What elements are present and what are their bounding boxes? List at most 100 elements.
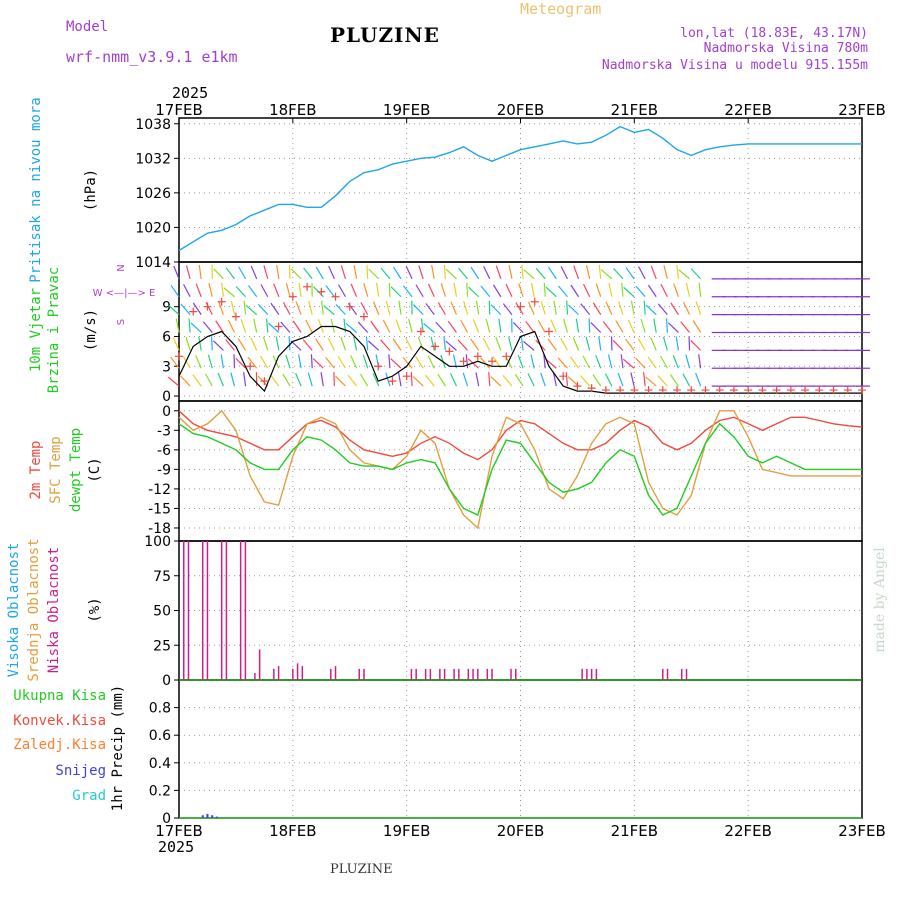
wind-barb — [363, 283, 369, 297]
wind-barb — [173, 265, 180, 280]
wind-barb — [315, 338, 324, 351]
temp-line-1 — [178, 409, 862, 530]
wind-barb — [647, 284, 657, 298]
wind-barb — [530, 282, 535, 297]
wind-barb — [523, 269, 535, 280]
wind-barb — [303, 267, 313, 280]
wind-barb — [424, 374, 435, 387]
wind-gust-mark — [345, 302, 354, 311]
wind-barb — [390, 358, 402, 369]
wind-barb — [335, 375, 346, 387]
wind-barb — [685, 354, 691, 369]
wind-barb — [180, 303, 191, 316]
wind-barb — [600, 269, 613, 280]
precip-legend-label: Konvek.Kisa — [13, 713, 106, 729]
wind-barb — [690, 268, 702, 280]
wind-gust-mark — [559, 372, 568, 381]
wind-gust-mark — [502, 352, 511, 361]
wind-barb — [218, 301, 224, 315]
wind-barb — [480, 285, 491, 298]
wind-barb — [521, 264, 524, 279]
wind-barb — [195, 355, 202, 369]
watermark-text: made by Angel — [872, 547, 888, 653]
wind-barb — [698, 354, 702, 369]
wind-barb — [345, 322, 357, 333]
x-tick-top: 21FEB — [611, 101, 658, 119]
wind-barb — [225, 339, 235, 351]
wind-barb — [312, 358, 324, 369]
wind-barb — [572, 337, 580, 351]
wind-barb — [405, 265, 413, 280]
wind-gust-mark — [843, 386, 852, 395]
wind-barb — [190, 322, 202, 333]
wind-barb — [617, 372, 624, 387]
wind-barb — [585, 265, 591, 280]
wind-barb — [290, 268, 302, 280]
wind-ytick-label: 6 — [162, 329, 171, 345]
wind-barb — [357, 321, 369, 333]
wind-barb — [395, 319, 402, 333]
wind-gust-mark — [786, 386, 795, 395]
wind-barb — [276, 264, 280, 279]
wind-barb — [475, 372, 480, 387]
wind-barb — [653, 318, 657, 333]
wind-barb — [230, 300, 236, 315]
wind-barb — [263, 265, 269, 280]
precip-ytick-label: 0 — [162, 811, 171, 827]
year-top: 2025 — [172, 84, 209, 102]
wind-barb — [280, 321, 291, 333]
wind-barb — [405, 337, 413, 351]
wind-gust-mark — [374, 362, 383, 371]
wind-ytick-label: 9 — [162, 300, 171, 316]
wind-barb — [253, 318, 258, 333]
wind-barb — [168, 304, 180, 316]
wind-barb — [393, 266, 402, 280]
wind-barb — [238, 266, 247, 280]
wind-barb — [402, 285, 413, 298]
wind-barb — [188, 318, 191, 333]
wind-gust-mark — [175, 352, 183, 361]
wind-barb — [508, 265, 513, 280]
wind-barb — [215, 320, 224, 333]
x-tick-top: 19FEB — [383, 101, 430, 119]
wind-gust-mark — [744, 386, 753, 395]
clouds-ytick-label: 100 — [144, 534, 171, 550]
wind-barb — [185, 265, 191, 280]
wind-gust-mark — [303, 282, 312, 291]
wind-barb — [470, 338, 480, 351]
wind-barb — [447, 320, 457, 333]
wind-barb — [305, 319, 313, 333]
temperature-ytick-label: -6 — [157, 443, 171, 459]
wind-barb — [662, 336, 668, 351]
temperature-ytick-label: -12 — [148, 482, 171, 498]
wind-barb — [560, 266, 568, 280]
wind-barb — [457, 339, 469, 351]
temp-unit: (C) — [87, 457, 103, 482]
pressure-ytick-label: 1014 — [135, 255, 171, 271]
wind-barb — [695, 372, 702, 387]
wind-legend-we: W <—|—> E — [93, 288, 156, 299]
wind-barb — [660, 284, 668, 298]
wind-barb — [367, 340, 380, 351]
wind-barb — [307, 372, 313, 387]
wind-barb — [670, 302, 679, 315]
wind-barb — [590, 322, 602, 333]
wind-barb — [527, 373, 535, 387]
wind-barb — [353, 336, 358, 351]
wind-gust-mark — [715, 386, 724, 395]
wind-ylabel-2: Brzina i Pravac — [46, 267, 62, 393]
wind-gust-mark — [260, 377, 269, 386]
wind-barb — [398, 300, 402, 315]
wind-barb — [308, 300, 313, 315]
wind-barb — [410, 372, 413, 387]
wind-barb — [630, 300, 635, 315]
wind-barb — [598, 264, 602, 279]
wind-barb — [202, 321, 213, 333]
wind-barb — [298, 354, 302, 369]
wind-gust-mark — [544, 327, 553, 336]
wind-gust-mark — [729, 386, 738, 395]
wind-barb — [490, 304, 502, 316]
wind-barb — [443, 336, 446, 351]
wind-barb — [602, 321, 613, 333]
wind-barb — [245, 304, 258, 316]
